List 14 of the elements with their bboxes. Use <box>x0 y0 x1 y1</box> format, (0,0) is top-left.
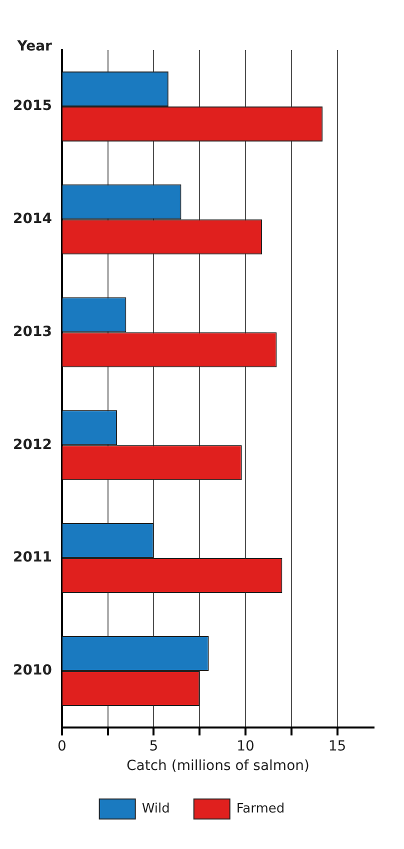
x-axis-title: Catch (millions of salmon) <box>126 758 310 774</box>
x-tick-label: 10 <box>236 738 254 754</box>
y-tick-label: 2013 <box>12 324 52 340</box>
y-axis-title: Year <box>16 38 52 55</box>
y-tick-label: 2014 <box>12 210 52 227</box>
x-tick-label: 15 <box>328 738 346 754</box>
x-tick-label: 5 <box>149 738 158 754</box>
y-tick-label: 2011 <box>12 550 52 566</box>
legend-label: Wild <box>142 801 170 816</box>
legend-label: Farmed <box>236 801 285 816</box>
y-tick-label: 2010 <box>12 662 52 679</box>
y-tick-label: 2015 <box>12 98 52 114</box>
y-tick-label: 2012 <box>12 436 52 453</box>
x-tick-label: 0 <box>58 738 66 754</box>
